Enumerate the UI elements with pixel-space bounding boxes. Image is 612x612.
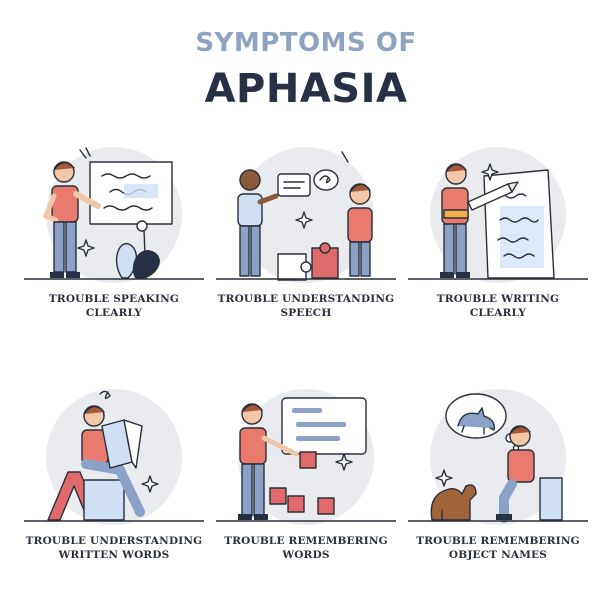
writing-illustration [408, 147, 588, 283]
scribble-board-icon [89, 161, 173, 225]
dog-icon [430, 484, 477, 521]
symptom-card-speaking: TROUBLE SPEAKING CLEARLY [24, 147, 204, 350]
understanding-speech-illustration [216, 147, 396, 283]
symptom-card-remembering-object-names: TROUBLE REMEMBERING OBJECT NAMES [408, 389, 588, 592]
book-icon [101, 419, 143, 469]
paper-sheet-icon [483, 169, 555, 279]
symptom-card-understanding-written: TROUBLE UNDERSTANDING WRITTEN WORDS [24, 389, 204, 592]
caption-writing: TROUBLE WRITING CLEARLY [436, 293, 560, 319]
caption-understanding-written: TROUBLE UNDERSTANDING WRITTEN WORDS [25, 535, 203, 561]
symptom-card-remembering-words: TROUBLE REMEMBERING WORDS [216, 389, 396, 592]
text-bubble-icon [281, 397, 367, 455]
cat-thought-bubble-icon [445, 393, 520, 452]
speaking-illustration [24, 147, 204, 283]
title-top: SYMPTOMS OF [195, 28, 417, 58]
remembering-names-illustration [408, 389, 588, 525]
speech-bubble-icon [277, 169, 339, 197]
two-people-talking-icon [237, 151, 373, 277]
sitting-person-icon [496, 425, 535, 523]
reading-illustration [24, 389, 204, 525]
plant-icon [116, 220, 160, 279]
speaking-person-icon [42, 147, 101, 278]
sparkle-icon [77, 239, 95, 257]
caption-understanding-speech: TROUBLE UNDERSTANDING SPEECH [217, 293, 395, 319]
symptom-card-understanding-speech: TROUBLE UNDERSTANDING SPEECH [216, 147, 396, 350]
caption-speaking: TROUBLE SPEAKING CLEARLY [48, 293, 180, 319]
reading-person-icon [81, 405, 145, 517]
caption-remembering-object-names: TROUBLE REMEMBERING OBJECT NAMES [416, 535, 580, 561]
page-title: APHASIA [204, 66, 408, 112]
pencil-icon [467, 181, 519, 211]
symptom-card-writing: TROUBLE WRITING CLEARLY [408, 147, 588, 350]
remembering-words-illustration [216, 389, 396, 525]
puzzle-pieces-icon [277, 242, 339, 281]
caption-remembering-words: TROUBLE REMEMBERING WORDS [224, 535, 388, 561]
writing-person-icon [440, 163, 470, 278]
confused-person-icon [238, 403, 299, 520]
puzzle-pieces-icon [269, 451, 335, 515]
